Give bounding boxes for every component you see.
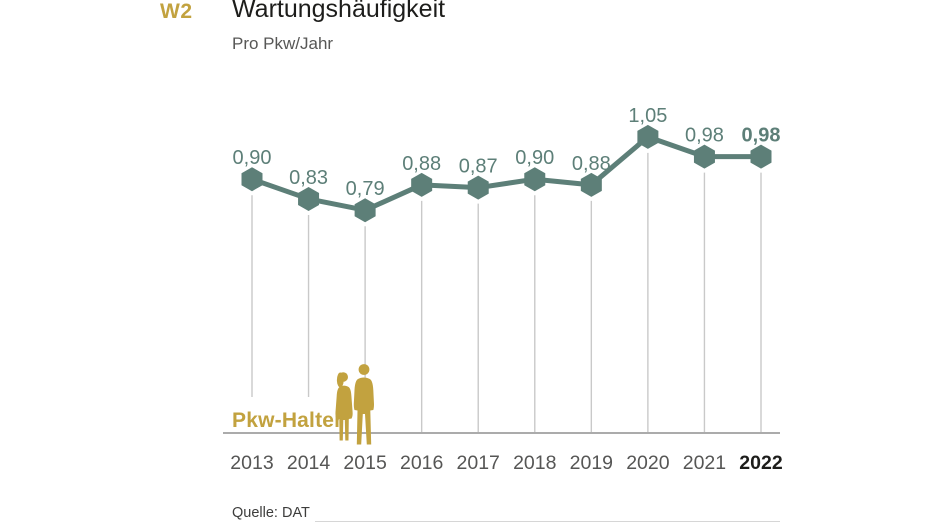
data-point-marker bbox=[467, 175, 489, 200]
source-note: Quelle: DAT bbox=[232, 505, 310, 521]
data-point-marker bbox=[298, 186, 320, 211]
x-axis-tick-label: 2017 bbox=[457, 452, 500, 474]
x-axis-tick-label: 2013 bbox=[230, 452, 273, 474]
data-point-marker bbox=[241, 167, 263, 192]
woman-body-icon bbox=[335, 385, 353, 441]
man-head-icon bbox=[358, 364, 370, 375]
data-point-marker bbox=[750, 144, 772, 169]
data-point-marker bbox=[637, 124, 659, 149]
chart-tag: W2 bbox=[160, 0, 193, 23]
chart-subtitle: Pro Pkw/Jahr bbox=[232, 34, 334, 53]
woman-head-icon bbox=[338, 372, 349, 382]
x-axis-tick-label: 2014 bbox=[287, 452, 331, 474]
x-axis-tick-label: 2022 bbox=[739, 452, 783, 474]
value-label: 0,88 bbox=[402, 153, 441, 175]
x-axis-tick-label: 2020 bbox=[626, 452, 670, 474]
x-axis-tick-label: 2016 bbox=[400, 452, 443, 474]
data-point-marker bbox=[693, 144, 715, 169]
data-point-marker bbox=[354, 198, 376, 223]
value-label: 0,90 bbox=[515, 147, 554, 169]
value-label: 0,98 bbox=[685, 125, 724, 147]
series-line bbox=[251, 134, 761, 213]
chart-x-axis-labels: 2013 2014 2015 2016 2017 2018 2019 2020 2021 2022 bbox=[230, 452, 783, 474]
value-label: 0,88 bbox=[572, 153, 611, 175]
value-label: 0,79 bbox=[346, 178, 385, 200]
series-label: Pkw-Halter bbox=[232, 409, 343, 432]
x-axis-tick-label: 2015 bbox=[343, 452, 387, 474]
chart-value-labels: 0,90 0,83 0,79 0,88 0,87 0,90 0,88 1,05 0,98 0,98 bbox=[233, 105, 781, 200]
data-point-marker bbox=[580, 172, 602, 197]
x-axis-tick-label: 2019 bbox=[570, 452, 613, 474]
value-label: 1,05 bbox=[628, 105, 667, 127]
value-label: 0,90 bbox=[233, 147, 272, 169]
source-rule bbox=[315, 521, 780, 522]
page-title: Wartungshäufigkeit bbox=[232, 0, 446, 23]
pkw-halter-people-icon bbox=[335, 364, 374, 445]
x-axis-tick-label: 2021 bbox=[683, 452, 726, 474]
man-body-icon bbox=[353, 377, 374, 445]
x-axis-tick-label: 2018 bbox=[513, 452, 556, 474]
chart-guide-lines bbox=[223, 152, 780, 434]
data-point-marker bbox=[411, 172, 433, 197]
value-label: 0,87 bbox=[459, 156, 498, 178]
chart-series bbox=[241, 124, 772, 223]
value-label: 0,98 bbox=[742, 125, 781, 147]
data-point-marker bbox=[524, 167, 546, 192]
value-label: 0,83 bbox=[289, 167, 328, 189]
